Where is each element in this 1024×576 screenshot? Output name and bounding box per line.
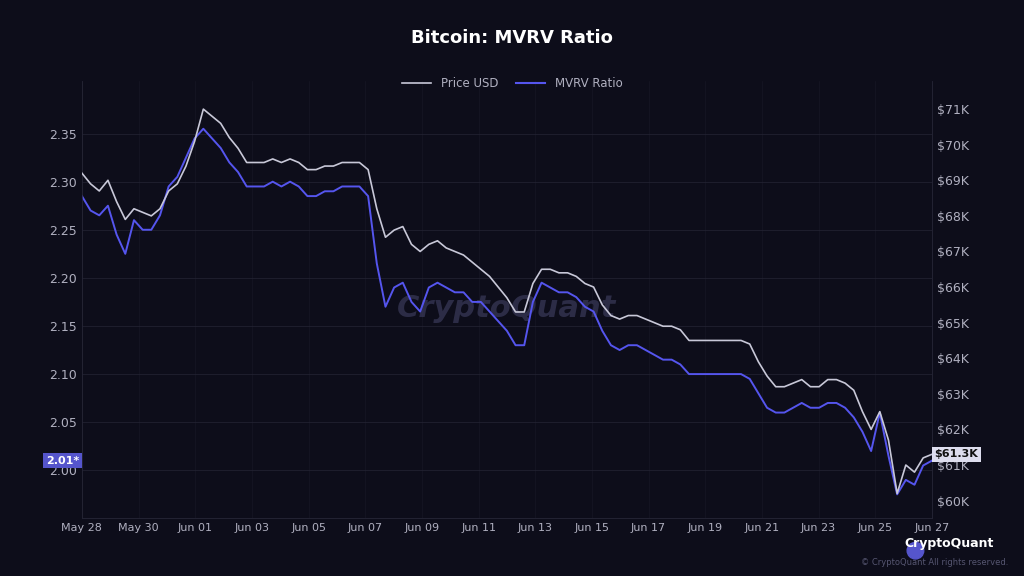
Text: $61.3K: $61.3K [935,449,978,459]
Text: Bitcoin: MVRV Ratio: Bitcoin: MVRV Ratio [411,29,613,47]
Text: CryptoQuant: CryptoQuant [397,294,616,323]
Text: 2.01*: 2.01* [46,456,79,465]
Circle shape [907,543,924,559]
Text: © CryptoQuant All rights reserved.: © CryptoQuant All rights reserved. [861,558,1009,567]
Text: CryptoQuant: CryptoQuant [904,537,993,550]
Legend: Price USD, MVRV Ratio: Price USD, MVRV Ratio [397,72,627,94]
